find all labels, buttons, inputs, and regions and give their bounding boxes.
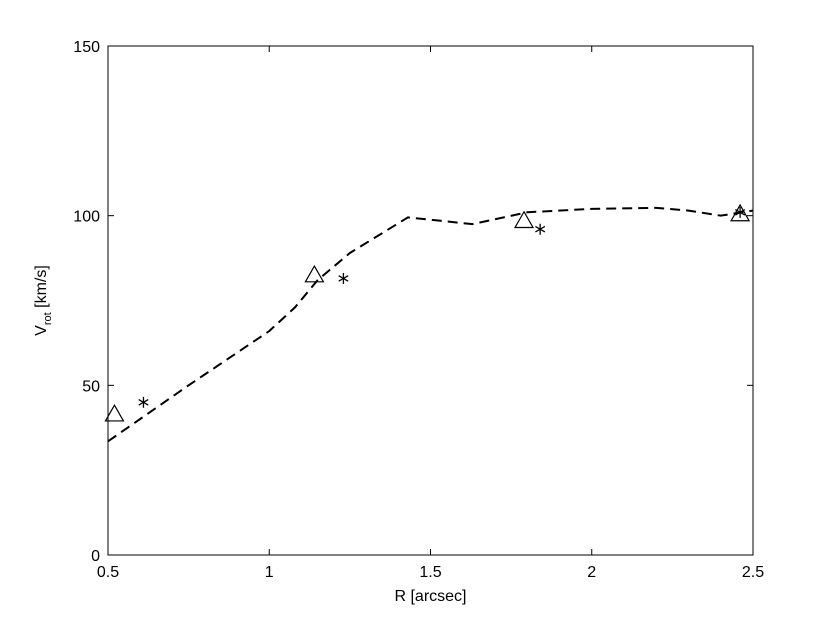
x-tick-label: 1.5: [419, 564, 441, 581]
plot-area: [104, 203, 754, 443]
x-tick-label: 2.5: [742, 564, 764, 581]
y-axis-label-rest: [km/s]: [33, 265, 50, 312]
y-tick-label: 0: [91, 548, 100, 565]
y-tick-label: 150: [73, 39, 100, 56]
star-data-point: [338, 272, 349, 284]
triangle-data-point: [730, 203, 751, 222]
x-tick-label: 2: [587, 564, 596, 581]
x-tick-label: 1: [265, 564, 274, 581]
star-stroke: [535, 225, 546, 233]
star-data-point: [735, 206, 746, 218]
star-stroke: [338, 275, 349, 282]
y-axis-label-main: V: [33, 325, 50, 336]
y-tick-label: 50: [82, 378, 100, 395]
triangle-data-point: [513, 210, 535, 229]
y-axis-label-subscript: rot: [42, 312, 54, 325]
y-axis-label: Vrot [km/s]: [33, 265, 54, 336]
model-curve-line: [107, 206, 754, 443]
triangle-data-point: [304, 264, 325, 283]
y-axis-ticks: 0 50 100 150: [73, 39, 753, 565]
triangle-data-point: [104, 403, 125, 422]
star-stroke: [138, 398, 149, 406]
x-axis-label: R [arcsec]: [394, 588, 466, 605]
star-data-point: [535, 223, 546, 235]
y-tick-label: 100: [73, 209, 100, 226]
star-stroke: [735, 208, 746, 216]
star-data-point: [138, 396, 149, 408]
x-axis-ticks: 0.5 1 1.5 2 2.5: [97, 46, 764, 581]
x-tick-label: 0.5: [97, 564, 119, 581]
